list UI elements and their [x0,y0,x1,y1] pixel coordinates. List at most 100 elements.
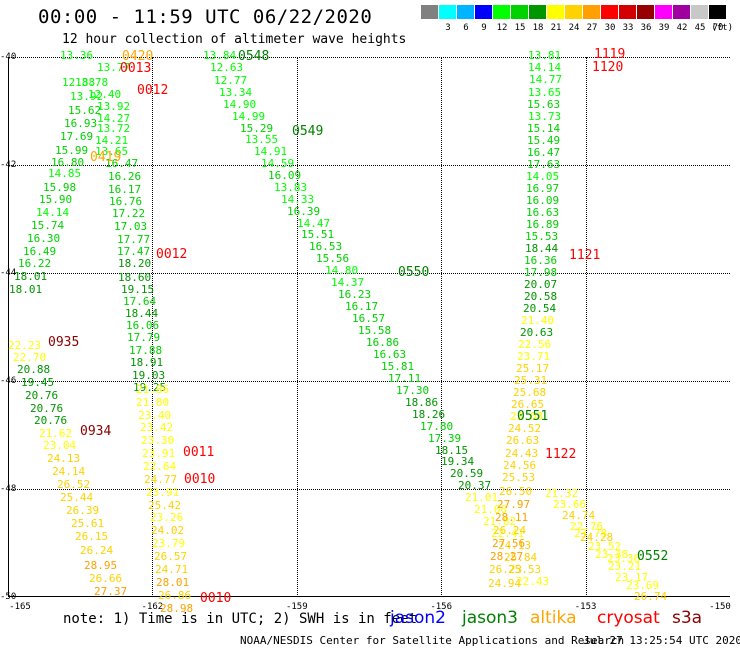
wave-height-value: 18.44 [525,242,559,255]
wave-height-value: 16.47 [527,146,561,159]
wave-height-value: 23.36 [607,552,641,565]
color-scale-label: 70 [712,23,724,33]
wave-height-value: 17.69 [60,130,94,143]
wave-height-value: 23.52 [588,540,622,553]
wave-height-value: 13.83 [274,181,308,194]
wave-height-value: 23.08 [510,410,544,423]
wave-height-value: 13.77 [97,61,131,74]
wave-height-value: 25.31 [514,374,548,387]
wave-height-value: 22.43 [516,575,550,588]
wave-height-value: 25.53 [508,563,542,576]
wave-height-value: 23.42 [140,421,174,434]
color-swatch [619,5,637,19]
wave-height-value: 18.01 [14,270,48,283]
wave-height-value: 14.77 [529,73,563,86]
wave-height-value: 15.99 [55,144,89,157]
wave-height-value: 26.15 [75,530,109,543]
wave-height-value: 20.76 [25,389,59,402]
wave-height-value: 28.95 [84,559,118,572]
wave-height-value: 16.17 [345,300,379,313]
wave-height-value: 13.92 [70,90,104,103]
pass-time-label: 0013 [120,61,152,76]
wave-height-value: 14.47 [297,217,331,230]
wave-height-value: 21.86 [136,383,170,396]
color-scale-label: 30 [604,23,616,33]
wave-height-value: 13.34 [219,86,253,99]
wave-height-value: 15.56 [316,252,350,265]
latitude-gridline [8,57,730,58]
wave-height-value: 13.36 [60,49,94,62]
latitude-label: -42 [0,160,17,170]
wave-height-value: 26.66 [89,572,123,585]
longitude-label: -150 [709,602,731,612]
wave-height-value: 23.04 [43,439,77,452]
longitude-gridline [296,57,298,597]
longitude-gridline [152,57,154,597]
wave-height-value: 24.13 [498,539,532,552]
wave-height-value: 14.14 [528,61,562,74]
wave-height-value: 22.56 [518,338,552,351]
wave-height-value: 15.62 [68,104,102,117]
wave-height-value: 23.71 [517,350,551,363]
longitude-label: -165 [9,602,31,612]
wave-height-value: 15.49 [527,134,561,147]
color-swatch [547,5,565,19]
wave-height-value: 24.14 [52,465,86,478]
wave-height-value: 14.33 [281,193,315,206]
wave-height-value: 23.30 [141,434,175,447]
color-swatch [439,5,457,19]
wave-height-value: 21.80 [136,396,170,409]
wave-height-value: 23.66 [553,498,587,511]
longitude-gridline [585,57,587,597]
wave-height-value: 16.22 [18,257,52,270]
wave-height-value: 23.78 [574,527,608,540]
pass-time-label: 0550 [398,265,430,280]
longitude-label: -156 [430,602,453,612]
latitude-gridline [8,489,730,490]
latitude-label: -44 [0,268,17,278]
wave-height-value: 24.28 [580,531,614,544]
wave-height-value: 23.26 [150,511,184,524]
wave-height-value: 22.23 [8,339,42,352]
pass-time-label: 0548 [238,49,270,64]
wave-height-value: 21.01 [465,491,499,504]
wave-height-value: 25.61 [71,517,105,530]
footer-credit: NOAA/NESDIS Center for Satellite Applica… [240,634,625,647]
color-swatch [565,5,583,19]
wave-height-value: 17.64 [123,295,157,308]
wave-height-value: 20.07 [524,278,558,291]
wave-height-value: 24.13 [47,452,81,465]
wave-height-value: 17.98 [524,266,558,279]
color-scale-label: 45 [694,23,706,33]
wave-height-value: 17.30 [396,384,430,397]
wave-height-value: 22.70 [13,351,47,364]
latitude-label: -48 [0,484,17,494]
wave-height-value: 16.26 [108,170,142,183]
wave-height-value: 16.36 [524,254,558,267]
wave-height-value: 15.51 [301,228,335,241]
wave-height-value: 16.39 [287,205,321,218]
wave-height-value: 20.88 [17,363,51,376]
wave-height-value: 24.71 [155,563,189,576]
wave-height-value: 20.76 [30,402,64,415]
wave-height-value: 23.69 [626,579,660,592]
wave-height-value: 18.86 [405,396,439,409]
wave-height-value: 22.64 [143,460,177,473]
wave-height-value: 21.40 [521,314,555,327]
wave-height-value: 20.58 [524,290,558,303]
wave-height-value: 21.32 [545,487,579,500]
wave-height-value: 12.40 [88,88,122,101]
legend-jason2: jason2 [390,608,446,628]
wave-height-value: 13.78 [75,76,109,89]
pass-time-label: 0012 [137,83,169,98]
wave-height-value: 25.53 [502,471,536,484]
color-swatch [583,5,601,19]
wave-height-value: 13.72 [97,122,131,135]
wave-height-value: 26.24 [493,524,527,537]
latitude-gridline [8,381,730,382]
wave-height-value: 22.41 [491,527,525,540]
wave-height-value: 26.24 [80,544,114,557]
wave-height-value: 16.09 [268,169,302,182]
wave-height-value: 20.54 [523,302,557,315]
